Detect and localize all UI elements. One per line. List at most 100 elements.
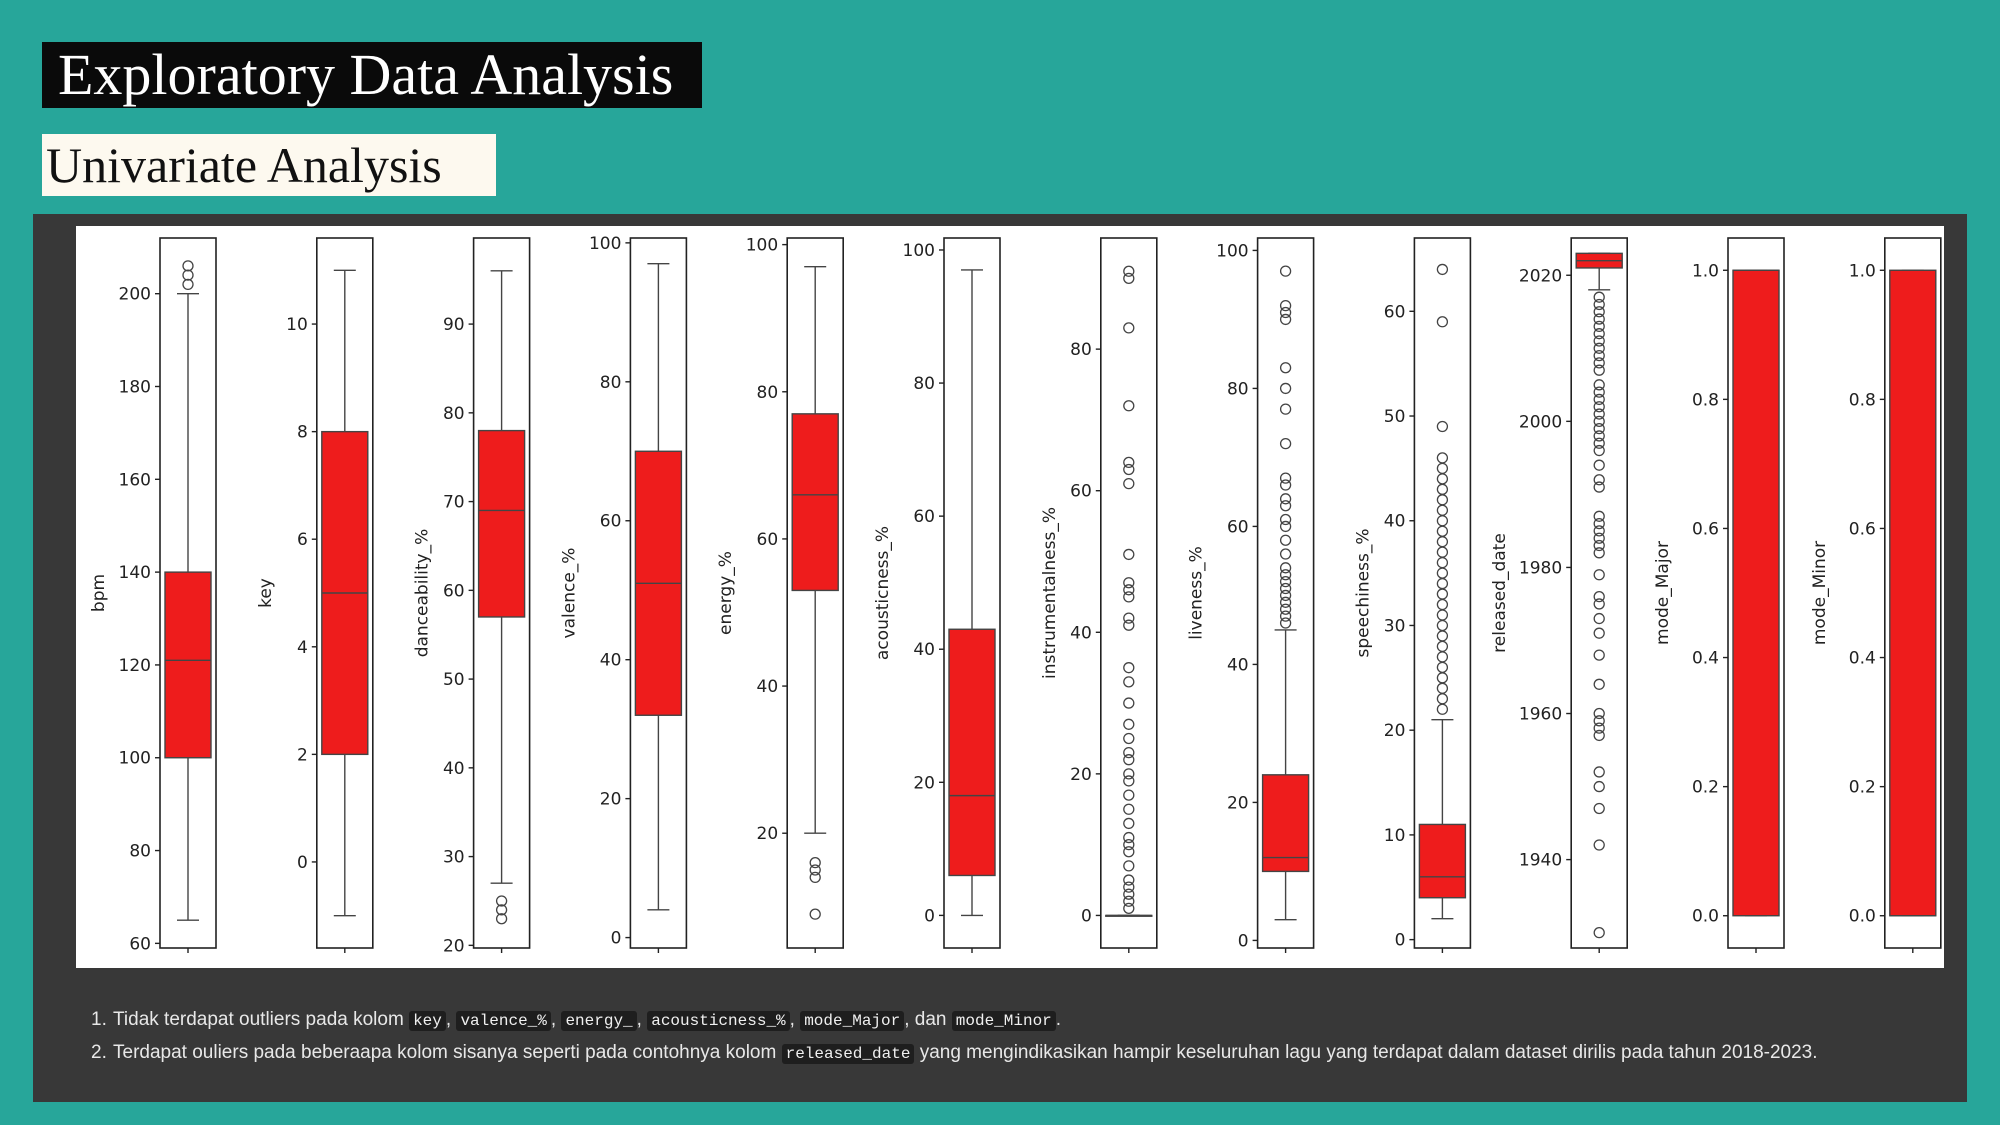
outlier-point [1593,306,1605,318]
inline-code: energy_ [561,1011,637,1031]
y-tick-label: 20 [1070,765,1092,785]
y-tick-label: 60 [1070,482,1092,502]
y-tick-label: 60 [1227,517,1249,537]
outlier-point [1279,603,1292,615]
outlier-point [1123,718,1135,730]
outlier-point [1123,895,1135,907]
outlier-point [1593,379,1605,391]
outlier-point [1436,567,1449,579]
outlier-point [1593,547,1605,559]
note-text: , dan [904,1009,952,1030]
iqr-box [948,628,996,877]
y-tick-label: 80 [1227,379,1249,399]
y-tick-label: 1940 [1519,851,1562,871]
y-tick-label: 0.8 [1849,390,1876,410]
y-tick-label: 0 [1238,931,1249,951]
y-tick-label: 1980 [1519,558,1562,578]
outlier-point [1436,316,1449,328]
outlier-point [1279,493,1292,505]
y-tick-label: 0.6 [1692,519,1719,539]
outlier-point [1123,662,1135,674]
y-tick-label: 100 [903,241,935,261]
y-tick-label: 40 [443,759,465,779]
note-text: , [550,1009,562,1030]
outlier-point [1436,609,1449,621]
outlier-point [1123,860,1135,872]
boxplot-10: 0.0 0.2 0.4 0.6 0.8 1.0 mode_Major [1653,237,1785,953]
outlier-point [1436,504,1449,516]
outlier-point [809,857,821,869]
outlier-point [1123,768,1135,780]
outlier-point [1436,473,1449,485]
outlier-point [1593,422,1605,435]
outlier-point [1593,291,1605,303]
outlier-point [1436,452,1449,464]
outlier-point [495,904,508,916]
outlier-point [1123,732,1135,745]
outlier-point [495,895,508,907]
iqr-box [164,571,212,759]
y-tick-label: 80 [600,373,622,393]
outlier-point [1279,500,1292,512]
y-tick-label: 30 [1384,616,1406,636]
outlier-point [1123,322,1135,334]
axes-frame [1100,237,1158,949]
y-tick-label: 0.4 [1849,649,1876,669]
outlier-point [1593,591,1605,603]
outlier-point [1279,479,1292,491]
y-tick-label: 0.8 [1692,390,1719,410]
y-tick-label: 0.0 [1692,907,1719,927]
outlier-point [1593,649,1605,661]
outlier-point [1279,617,1292,629]
outlier-point [1279,610,1292,622]
y-tick-label: 2020 [1519,266,1562,286]
y-tick-label: 2 [297,745,308,765]
y-axis-label: mode_Minor [1810,541,1830,645]
y-tick-label: 20 [1384,721,1406,741]
y-tick-label: 0 [1081,906,1092,926]
outlier-point [182,278,194,291]
note-text: yang mengindikasikan hampir keseluruhan … [914,1042,1818,1063]
y-tick-label: 70 [443,493,465,513]
outlier-point [1436,588,1449,600]
inline-code: valence_% [456,1011,551,1031]
iqr-box [791,413,839,592]
outlier-point [1279,589,1292,602]
outlier-point [1593,532,1605,544]
outlier-point [1593,313,1605,325]
y-tick-label: 1960 [1519,705,1562,725]
y-tick-label: 1.0 [1692,261,1719,281]
outlier-point [1593,539,1605,552]
y-tick-label: 10 [1384,826,1406,846]
outlier-point [1593,839,1605,851]
y-tick-label: 60 [600,512,622,532]
y-tick-label: 100 [1216,241,1248,261]
outlier-point [1123,754,1135,766]
y-tick-label: 80 [913,374,935,394]
outlier-point [1593,444,1605,457]
y-tick-label: 80 [1070,340,1092,360]
outlier-point [1593,927,1605,939]
outlier-point [1123,400,1135,412]
outlier-point [1279,513,1292,526]
outlier-point [1436,693,1449,705]
y-tick-label: 20 [600,790,622,810]
y-tick-label: 20 [913,773,935,793]
outlier-point [1593,517,1605,530]
outlier-point [1593,437,1605,449]
y-axis-label: danceability_% [413,529,433,658]
outlier-point [1279,548,1292,560]
outlier-point [809,908,821,920]
y-tick-label: 40 [600,651,622,671]
inline-code: released_date [781,1044,915,1064]
y-tick-label: 60 [443,581,465,601]
outlier-point [1123,831,1135,844]
axes-frame [1570,237,1628,949]
y-tick-label: 40 [1070,623,1092,643]
y-tick-label: 90 [443,315,465,335]
outlier-point [1279,437,1292,450]
outlier-point [1123,803,1135,815]
outlier-point [1123,584,1135,596]
outlier-point [1436,515,1449,527]
outlier-point [1593,707,1605,720]
